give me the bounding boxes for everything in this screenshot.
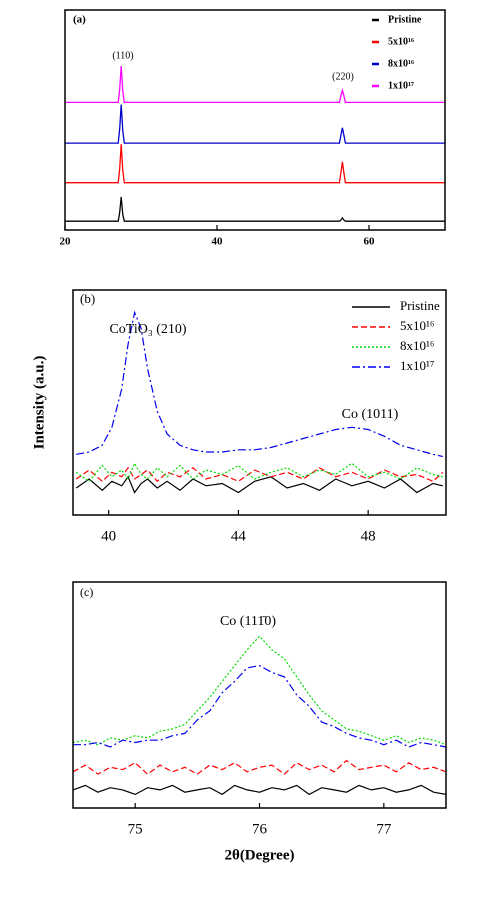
x-tick-label: 20 — [60, 236, 72, 248]
peak-annotation: (220) — [332, 71, 354, 82]
x-tick-label: 75 — [128, 821, 143, 837]
legend-label: 8x10¹⁶ — [400, 338, 434, 353]
peak-annotation: Co (111̄0) — [220, 614, 276, 629]
series-line — [75, 475, 443, 494]
x-tick-label: 44 — [231, 528, 247, 544]
series-line — [76, 310, 443, 458]
panel-label: (a) — [73, 14, 86, 26]
series-line — [65, 144, 445, 184]
series-line — [65, 66, 445, 104]
series-line — [75, 461, 443, 483]
plot-frame — [64, 9, 446, 231]
legend-label: 5x10¹⁶ — [388, 36, 414, 47]
x-tick-label: 76 — [252, 821, 268, 837]
series-line — [73, 664, 447, 748]
x-tick-label: 48 — [361, 528, 376, 544]
x-tick-label: 40 — [212, 236, 224, 248]
series-line — [72, 759, 447, 775]
legend-label: Pristine — [388, 14, 422, 25]
series-line — [65, 104, 445, 144]
x-axis-label: 2θ(Degree) — [224, 847, 294, 863]
series-line — [65, 196, 445, 222]
panel-label: (c) — [80, 585, 93, 599]
legend-label: 1x10¹⁷ — [388, 80, 414, 91]
series-line — [72, 635, 447, 746]
series-line — [75, 466, 444, 483]
series-line — [72, 784, 447, 796]
legend-label: 1x10¹⁷ — [400, 358, 434, 373]
plot-frame — [72, 289, 447, 516]
y-axis-label: Intensity (a.u.) — [31, 356, 47, 450]
legend-label: Pristine — [400, 298, 440, 313]
peak-annotation: CoTiO₃ (210) — [109, 322, 186, 337]
legend-label: 5x10¹⁶ — [400, 318, 434, 333]
x-tick-label: 60 — [364, 236, 376, 248]
panel-label: (b) — [80, 291, 95, 306]
peak-annotation: (110) — [112, 50, 133, 61]
peak-annotation: Co (1011) — [342, 407, 399, 422]
x-tick-label: 77 — [376, 821, 392, 837]
legend-label: 8x10¹⁶ — [388, 58, 414, 69]
x-tick-label: 40 — [101, 528, 116, 544]
